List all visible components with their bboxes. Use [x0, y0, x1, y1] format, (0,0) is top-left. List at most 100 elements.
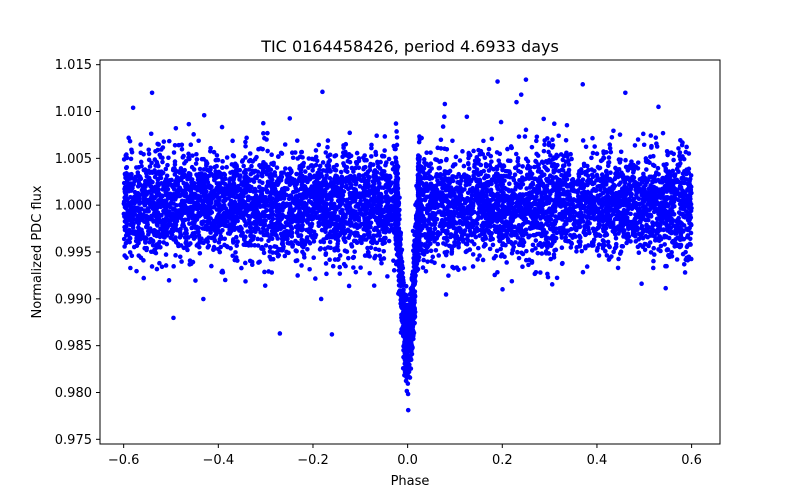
data-point [249, 163, 254, 169]
data-point [466, 155, 471, 161]
data-point [545, 274, 551, 280]
data-point [545, 160, 550, 165]
data-point [337, 264, 343, 270]
data-point [480, 151, 486, 157]
data-point [666, 235, 672, 241]
data-point [353, 187, 358, 192]
data-point [374, 133, 380, 138]
data-point [453, 154, 459, 160]
data-point [303, 209, 309, 215]
data-point [173, 125, 179, 131]
data-point [520, 264, 525, 269]
data-point [386, 156, 392, 162]
data-point [663, 179, 668, 184]
data-point [494, 226, 499, 232]
data-point [642, 241, 648, 247]
data-point [356, 165, 362, 171]
data-point [163, 252, 169, 257]
data-point [261, 187, 267, 192]
data-point [189, 225, 194, 231]
data-point [547, 173, 553, 178]
data-point [169, 177, 174, 183]
data-point [531, 216, 536, 221]
data-point [295, 240, 301, 246]
data-point [284, 228, 289, 234]
data-point [663, 285, 668, 291]
data-point [303, 169, 308, 174]
data-point [197, 166, 203, 172]
data-point [582, 223, 587, 229]
data-point [185, 247, 190, 253]
data-point [446, 220, 451, 226]
data-point [637, 242, 643, 248]
data-point [671, 151, 676, 157]
data-point [591, 226, 596, 232]
data-point [580, 138, 586, 143]
data-point [681, 262, 687, 267]
data-point [476, 147, 481, 153]
data-point [341, 150, 346, 155]
data-point [440, 185, 445, 191]
data-point [245, 229, 250, 234]
data-point [579, 248, 585, 254]
data-point [255, 236, 260, 242]
data-point [323, 261, 329, 266]
data-point [196, 138, 201, 144]
data-point [423, 269, 429, 274]
data-point [498, 246, 504, 252]
data-point [364, 228, 369, 233]
data-point [433, 157, 438, 162]
data-point [345, 158, 351, 164]
data-point [298, 149, 304, 155]
data-point [128, 265, 133, 271]
data-point [450, 138, 455, 144]
data-point [489, 159, 494, 164]
data-point [394, 129, 399, 134]
data-point [382, 148, 387, 153]
data-point [550, 137, 555, 142]
data-point [135, 170, 141, 175]
data-point [659, 200, 665, 205]
data-point [288, 240, 294, 245]
data-point [590, 150, 596, 156]
data-point [619, 243, 625, 249]
data-point [546, 140, 552, 146]
data-point [665, 228, 670, 233]
data-point [654, 222, 660, 228]
data-point [555, 162, 560, 168]
data-point [485, 151, 491, 157]
data-point [234, 243, 240, 248]
data-point [440, 124, 446, 129]
data-point [248, 232, 253, 238]
data-point [549, 282, 555, 287]
data-point [602, 233, 608, 238]
data-point [550, 157, 556, 162]
data-point [648, 174, 654, 180]
data-point [161, 139, 167, 144]
data-point [310, 168, 315, 173]
data-point [292, 150, 298, 155]
data-point [393, 121, 399, 126]
data-point [648, 133, 654, 138]
data-point [509, 145, 514, 151]
data-point [443, 292, 449, 297]
data-point [509, 278, 515, 284]
data-point [173, 235, 178, 240]
data-point [350, 255, 356, 261]
data-point [500, 287, 505, 292]
data-point [162, 207, 168, 213]
data-point [616, 256, 621, 262]
data-point [421, 257, 426, 263]
data-point [382, 134, 388, 139]
data-point [277, 221, 283, 227]
data-point [639, 231, 644, 237]
data-point [287, 116, 293, 121]
data-point [136, 238, 141, 244]
data-point [328, 229, 334, 234]
data-point [534, 151, 539, 157]
data-point [547, 226, 553, 231]
data-point [544, 178, 550, 183]
data-point [339, 184, 345, 189]
data-point [560, 167, 566, 173]
data-point [613, 235, 619, 241]
